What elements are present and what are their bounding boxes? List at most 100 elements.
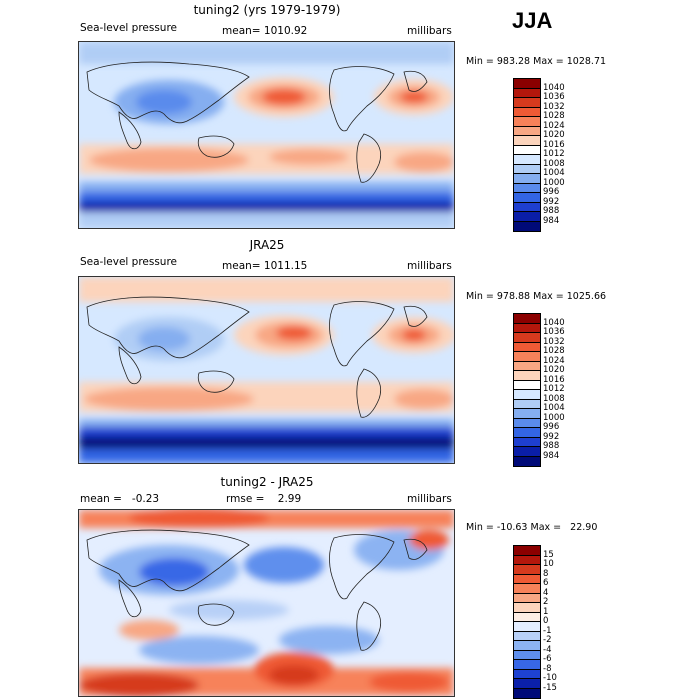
panel2-mean-label: mean= 1011.15 [222, 260, 308, 272]
colorbar-swatch [514, 212, 540, 222]
colorbar-tick-label: 1004 [543, 168, 565, 178]
colorbar-tick-label: 1028 [543, 346, 565, 356]
colorbar-swatch [514, 98, 540, 108]
colorbar-swatch [514, 117, 540, 127]
colorbar-swatch [514, 79, 540, 89]
colorbar-tick-label: 996 [543, 422, 560, 432]
colorbar-swatch [514, 164, 540, 174]
panel2-map [78, 276, 455, 464]
colorbar-swatch [514, 456, 540, 466]
colorbar-swatch [514, 193, 540, 203]
colorbar-tick-label: 988 [543, 206, 560, 216]
panel1-mean-label: mean= 1010.92 [222, 25, 308, 37]
colorbar-swatch [514, 555, 540, 565]
colorbar-tick-label: 1016 [543, 139, 565, 150]
colorbar-tick-label: -2 [543, 635, 552, 645]
colorbar-swatch [514, 418, 540, 428]
colorbar-tick-label: 1028 [543, 111, 565, 121]
colorbar-tick-label: 1040 [543, 317, 565, 328]
colorbar-swatch [514, 437, 540, 447]
colorbar-swatch [514, 371, 540, 381]
colorbar-tick-label: -8 [543, 663, 552, 674]
colorbar-tick-label: 1020 [543, 130, 565, 140]
colorbar-tick-label: 1000 [543, 177, 565, 188]
colorbar-tick-label: 1016 [543, 374, 565, 385]
colorbar-swatch [514, 136, 540, 146]
colorbar-tick-label: 1020 [543, 365, 565, 375]
colorbar-tick-label: 15 [543, 549, 554, 560]
colorbar-swatch [514, 679, 540, 689]
colorbar-swatch [514, 183, 540, 193]
colorbar-tick-label: 1012 [543, 149, 565, 159]
panel1-map-field [79, 42, 454, 228]
colorbar-swatch [514, 660, 540, 670]
colorbar-swatch [514, 145, 540, 155]
colorbar-swatch [514, 631, 540, 641]
colorbar-swatch [514, 669, 540, 679]
panel1-colorbar [513, 78, 541, 232]
colorbar-tick-label: -15 [543, 682, 557, 693]
panel3-title: tuning2 - JRA25 [220, 475, 314, 489]
colorbar-tick-label: 6 [543, 578, 549, 588]
panel2-minmax: Min = 978.88 Max = 1025.66 [466, 291, 607, 302]
colorbar-tick-label: -6 [543, 654, 552, 664]
panel1-minmax: Min = 983.28 Max = 1028.71 [466, 56, 607, 67]
colorbar-tick-label: 1008 [543, 158, 565, 169]
colorbar-swatch [514, 352, 540, 362]
colorbar-swatch [514, 174, 540, 184]
colorbar-swatch [514, 565, 540, 575]
panel3-colorbar [513, 545, 541, 699]
colorbar-tick-label: 2 [543, 597, 549, 607]
colorbar-tick-label: 996 [543, 187, 560, 197]
colorbar-tick-label: 1036 [543, 92, 565, 102]
panel2-units-label: millibars [407, 260, 452, 272]
colorbar-swatch [514, 323, 540, 333]
panel3-mean-label: mean = -0.23 [80, 493, 160, 505]
panel2-colorbar [513, 313, 541, 467]
colorbar-tick-label: 984 [543, 215, 560, 226]
colorbar-swatch [514, 221, 540, 231]
panel3-map [78, 509, 455, 697]
panel1-map [78, 41, 455, 229]
colorbar-tick-label: 1004 [543, 403, 565, 413]
colorbar-swatch [514, 622, 540, 632]
panel2-variable-label: Sea-level pressure [80, 256, 178, 268]
colorbar-tick-label: 984 [543, 450, 560, 461]
colorbar-swatch [514, 409, 540, 419]
colorbar-swatch [514, 603, 540, 613]
colorbar-swatch [514, 641, 540, 651]
colorbar-tick-label: 0 [543, 616, 549, 626]
colorbar-swatch [514, 574, 540, 584]
panel1-units-label: millibars [407, 25, 452, 37]
colorbar-tick-label: 4 [543, 587, 549, 598]
colorbar-tick-label: 1000 [543, 412, 565, 423]
colorbar-tick-label: 1024 [543, 120, 565, 131]
panel1-title: tuning2 (yrs 1979-1979) [193, 3, 341, 17]
panel1-variable-label: Sea-level pressure [80, 22, 178, 34]
colorbar-tick-label: 1012 [543, 384, 565, 394]
panel3-map-field [79, 510, 454, 696]
colorbar-swatch [514, 399, 540, 409]
colorbar-tick-label: 1036 [543, 327, 565, 337]
colorbar-swatch [514, 428, 540, 438]
panel3-rmse-label: rmse = 2.99 [226, 493, 302, 505]
colorbar-tick-label: 1008 [543, 393, 565, 404]
panel3-minmax: Min = -10.63 Max = 22.90 [466, 522, 598, 533]
colorbar-swatch [514, 202, 540, 212]
colorbar-swatch [514, 650, 540, 660]
colorbar-tick-label: -4 [543, 644, 552, 655]
colorbar-swatch [514, 314, 540, 324]
colorbar-tick-label: 988 [543, 441, 560, 451]
colorbar-tick-label: -10 [543, 673, 557, 683]
colorbar-swatch [514, 688, 540, 698]
panel3-units-label: millibars [407, 493, 452, 505]
colorbar-swatch [514, 612, 540, 622]
panel2-map-field [79, 277, 454, 463]
panel2-title: JRA25 [249, 238, 285, 252]
colorbar-tick-label: 1024 [543, 355, 565, 366]
colorbar-tick-label: 10 [543, 559, 554, 569]
colorbar-swatch [514, 584, 540, 594]
colorbar-swatch [514, 361, 540, 371]
colorbar-swatch [514, 342, 540, 352]
colorbar-swatch [514, 593, 540, 603]
